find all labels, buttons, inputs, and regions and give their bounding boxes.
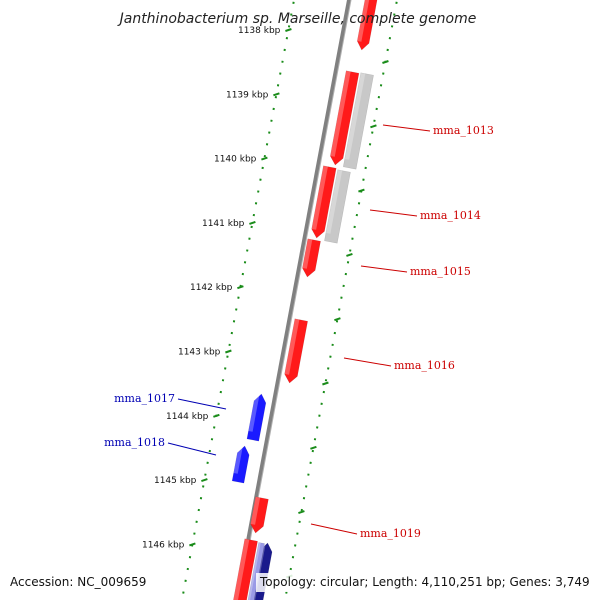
- label-leader-line: [310, 523, 358, 535]
- tick-label: 1138 kbp: [238, 26, 281, 36]
- gene-label-mma_1018[interactable]: mma_1018: [104, 436, 165, 449]
- gene-arrow-mma_1017[interactable]: [246, 392, 267, 442]
- tick-mark: [273, 92, 280, 97]
- forward-tick-mark: [298, 510, 305, 515]
- gene-arrow-1012[interactable]: [356, 0, 380, 51]
- gene-label-mma_1017[interactable]: mma_1017: [114, 392, 175, 405]
- gene-label-mma_1013[interactable]: mma_1013: [433, 124, 494, 137]
- tick-mark: [285, 28, 292, 32]
- tick-mark: [237, 285, 244, 290]
- tick-label: 1143 kbp: [178, 348, 221, 358]
- topology-info-text: Topology: circular; Length: 4,110,251 bp…: [259, 575, 590, 589]
- gene-label-mma_1019[interactable]: mma_1019: [360, 527, 421, 540]
- forward-tick-mark: [310, 445, 317, 450]
- topology-info-background: [256, 573, 593, 592]
- map-title: Janthinobacterium sp. Marseille, complet…: [117, 11, 477, 27]
- gene-label-mma_1015[interactable]: mma_1015: [410, 265, 471, 278]
- forward-tick-mark: [382, 60, 389, 64]
- accession-text: Accession: NC_009659: [10, 575, 146, 589]
- tick-label: 1145 kbp: [154, 476, 197, 486]
- gene-feature-gray-2[interactable]: [324, 169, 351, 244]
- label-leader-line: [167, 442, 217, 456]
- forward-tick-mark: [370, 124, 377, 129]
- scale-ticks: 1138 kbp 1139 kbp 1140 kbp 1141 kbp 1142 kbp…: [142, 26, 292, 550]
- tick-label: 1144 kbp: [166, 412, 209, 422]
- forward-track-dotted: [283, 0, 399, 600]
- tick-mark: [225, 349, 232, 354]
- gene-arrow-mma_1019[interactable]: [249, 496, 269, 534]
- tick-mark: [213, 413, 220, 418]
- forward-tick-mark: [322, 381, 329, 386]
- label-leader-line: [369, 209, 418, 217]
- tick-label: 1146 kbp: [142, 540, 185, 550]
- gene-arrow-1020[interactable]: [231, 538, 258, 600]
- gene-labels: mma_1013 mma_1014 mma_1015 mma_1016 mma_1017…: [104, 124, 494, 540]
- forward-tick-mark: [334, 317, 341, 322]
- label-leader-line: [360, 265, 408, 273]
- tick-label: 1142 kbp: [190, 283, 233, 293]
- label-leader-line: [343, 357, 392, 367]
- tick-mark: [201, 478, 208, 483]
- gene-features: [231, 0, 380, 600]
- tick-mark: [249, 220, 256, 225]
- gene-feature-light-blue[interactable]: [245, 542, 265, 600]
- tick-mark: [189, 542, 196, 547]
- gene-arrow-mma_1014[interactable]: [310, 165, 337, 239]
- gene-arrow-mma_1015[interactable]: [301, 238, 321, 278]
- tick-label: 1140 kbp: [214, 155, 257, 165]
- gene-arrow-mma_1018[interactable]: [231, 444, 251, 484]
- label-leader-line: [382, 124, 431, 132]
- gene-feature-gray-1[interactable]: [342, 72, 374, 170]
- gene-label-mma_1016[interactable]: mma_1016: [394, 359, 455, 372]
- label-leader-line: [177, 398, 227, 410]
- forward-tick-mark: [346, 252, 353, 257]
- tick-label: 1139 kbp: [226, 90, 269, 100]
- gene-label-mma_1014[interactable]: mma_1014: [420, 209, 481, 222]
- gene-arrow-mma_1016[interactable]: [283, 318, 308, 384]
- gene-arrow-mma_1013[interactable]: [329, 70, 360, 166]
- tick-mark: [261, 156, 268, 161]
- tick-label: 1141 kbp: [202, 219, 245, 229]
- forward-tick-mark: [358, 188, 365, 193]
